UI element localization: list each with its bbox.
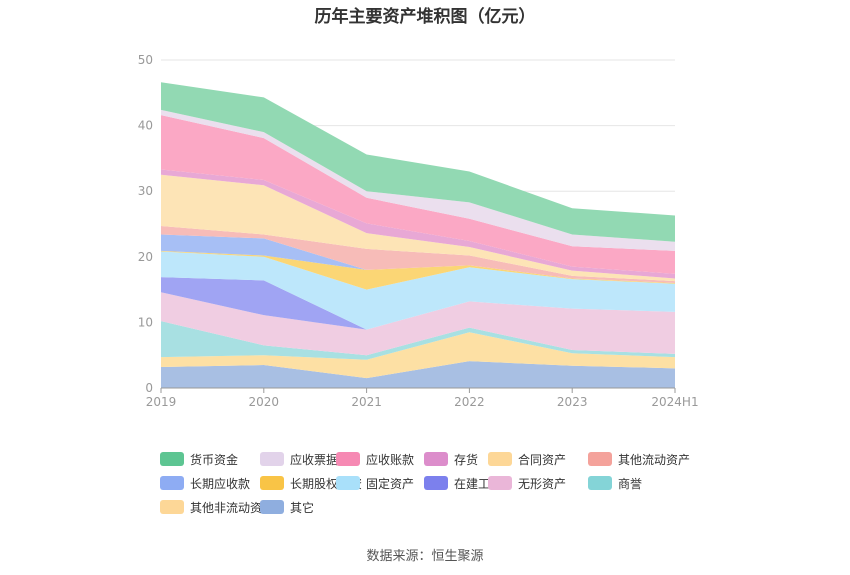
legend-swatch [260, 476, 284, 490]
legend-swatch [160, 452, 184, 466]
area-series-11 [161, 169, 675, 279]
legend-swatch [336, 452, 360, 466]
legend-swatch [336, 476, 360, 490]
legend-swatch [588, 476, 612, 490]
legend-label: 其它 [290, 500, 315, 515]
legend-label: 长期应收款 [190, 476, 251, 491]
x-tick-label: 2021 [351, 395, 382, 409]
y-tick-label: 0 [145, 381, 153, 395]
area-series-2 [161, 332, 675, 379]
legend-item[interactable]: 固定资产 [336, 473, 414, 493]
x-tick-label: 2023 [557, 395, 588, 409]
legend-label: 合同资产 [518, 452, 567, 467]
area-series-4 [161, 292, 675, 356]
area-series-14 [161, 82, 675, 242]
legend-swatch [160, 476, 184, 490]
legend-swatch [424, 476, 448, 490]
area-series-group [161, 82, 675, 388]
legend-swatch [488, 452, 512, 466]
area-series-7 [161, 250, 675, 290]
area-series-3 [161, 321, 675, 360]
legend-label: 应收票据 [290, 452, 339, 467]
legend-swatch [424, 452, 448, 466]
area-series-8 [161, 234, 675, 284]
data-source-note: 数据来源：恒生聚源 [366, 549, 484, 564]
legend-label: 其他非流动资产 [190, 500, 275, 515]
area-series-6 [161, 251, 675, 330]
legend-item[interactable]: 长期应收款 [160, 473, 250, 493]
legend-swatch [160, 500, 184, 514]
area-series-1 [161, 361, 675, 388]
x-tick-label: 2022 [454, 395, 485, 409]
legend-label: 固定资产 [366, 476, 415, 491]
y-tick-label: 50 [138, 53, 153, 67]
legend-item[interactable]: 无形资产 [488, 473, 566, 493]
legend-swatch [488, 476, 512, 490]
area-series-10 [161, 174, 675, 282]
y-tick-label: 20 [138, 250, 153, 264]
legend-label: 应收账款 [366, 452, 415, 467]
legend-item[interactable]: 商誉 [588, 473, 642, 493]
legend-label: 货币资金 [190, 452, 239, 467]
x-tick-label: 2024H1 [651, 395, 698, 409]
y-tick-label: 40 [138, 119, 153, 133]
legend-item[interactable]: 合同资产 [488, 449, 566, 469]
y-tick-label: 30 [138, 184, 153, 198]
legend-item[interactable]: 应收账款 [336, 449, 414, 469]
legend-swatch [588, 452, 612, 466]
y-tick-label: 10 [138, 315, 153, 329]
x-tick-label: 2019 [146, 395, 177, 409]
legend-item[interactable]: 其他流动资产 [588, 449, 690, 469]
area-series-13 [161, 109, 675, 251]
area-series-12 [161, 115, 675, 274]
x-tick-label: 2020 [249, 395, 280, 409]
legend-item[interactable]: 应收票据 [260, 449, 338, 469]
area-series-9 [161, 225, 675, 284]
axes: 0 10 20 30 40 50 2019 2020 2021 2022 2023 2024H1 [138, 53, 699, 409]
legend-label: 存货 [454, 452, 479, 467]
legend-item[interactable]: 货币资金 [160, 449, 238, 469]
area-series-5 [161, 277, 675, 330]
legend-item[interactable]: 存货 [424, 449, 478, 469]
legend-swatch [260, 452, 284, 466]
legend-item[interactable]: 其他非流动资产 [160, 497, 274, 517]
chart-title: 历年主要资产堆积图（亿元） [314, 7, 536, 27]
legend-label: 其他流动资产 [618, 452, 691, 467]
legend-label: 商誉 [618, 476, 643, 491]
legend-label: 无形资产 [518, 476, 567, 491]
legend-item[interactable]: 其它 [260, 497, 314, 517]
legend-swatch [260, 500, 284, 514]
